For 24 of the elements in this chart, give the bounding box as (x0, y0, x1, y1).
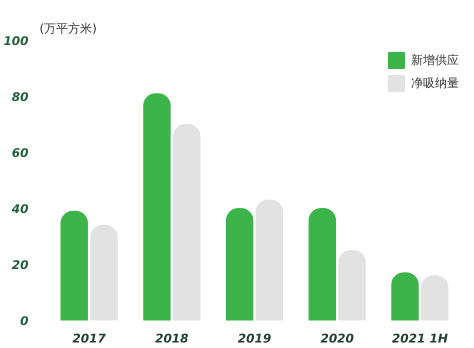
y-tick-label: 0 (20, 314, 29, 328)
x-tick-label: 2021 1H (392, 332, 448, 346)
x-tick-label: 2020 (320, 332, 354, 346)
bar (60, 210, 88, 320)
y-axis-title: (万平方米) (40, 22, 97, 36)
bar (256, 200, 284, 320)
legend-label: 新增供应 (411, 52, 459, 68)
x-tick-label: 2018 (155, 332, 189, 346)
bar (226, 208, 254, 320)
bar (421, 275, 448, 320)
y-tick-label: 60 (12, 146, 29, 160)
y-tick-label: 20 (12, 258, 29, 272)
legend-label: 净吸纳量 (411, 74, 459, 92)
y-tick-label: 40 (10, 202, 29, 216)
bar (90, 224, 118, 320)
bar (391, 272, 419, 320)
bar (172, 124, 200, 320)
bar (338, 250, 366, 320)
x-tick-label: 2019 (238, 332, 272, 346)
y-tick-label: 100 (3, 34, 29, 48)
y-tick-label: 80 (12, 90, 29, 104)
x-tick-label: 2017 (72, 332, 106, 346)
bar (143, 93, 171, 320)
bar (308, 208, 336, 320)
